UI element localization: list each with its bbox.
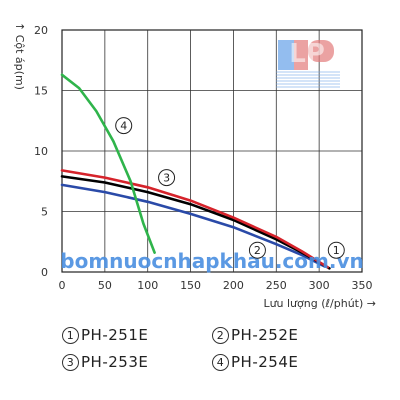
logo-block-left xyxy=(278,40,294,70)
y-tick-label: 15 xyxy=(34,85,48,98)
x-tick-label: 100 xyxy=(137,279,158,292)
legend-model: PH-253E xyxy=(81,353,149,371)
legend-model: PH-251E xyxy=(81,326,149,344)
legend-item-4: 4 PH-254E xyxy=(212,353,298,371)
legend-number: 2 xyxy=(212,327,229,344)
logo-letters: LP xyxy=(289,39,325,69)
series-line-4 xyxy=(60,73,156,254)
x-tick-label: 150 xyxy=(180,279,201,292)
logo-block-right xyxy=(308,40,334,62)
series-line-2 xyxy=(60,183,325,268)
y-tick-label: 5 xyxy=(41,206,48,219)
curve-label-circle-4 xyxy=(115,117,133,135)
curve-label-circle-1 xyxy=(327,241,345,259)
x-tick-label: 200 xyxy=(223,279,244,292)
legend-model: PH-252E xyxy=(231,326,299,344)
x-tick-label: 250 xyxy=(266,279,287,292)
curve-label-1: 1 xyxy=(333,244,340,257)
y-tick-label: 20 xyxy=(34,24,48,37)
y-tick-label: 0 xyxy=(41,266,48,279)
legend-item-2: 2 PH-252E xyxy=(212,326,298,344)
watermark-text: bomnuocnhapkhau.com.vn xyxy=(60,249,363,273)
y-tick-label: 10 xyxy=(34,145,48,158)
curve-label-2: 2 xyxy=(254,244,261,257)
y-axis-label: ↑ Cột áp(m) xyxy=(13,22,26,90)
curve-label-circle-2 xyxy=(248,241,266,259)
legend-model: PH-254E xyxy=(231,353,299,371)
legend-item-1: 1 PH-251E xyxy=(62,326,148,344)
curve-label-4: 4 xyxy=(120,120,127,133)
x-axis-label: Lưu lượng (ℓ/phút) → xyxy=(263,297,376,310)
x-tick-label: 0 xyxy=(59,279,66,292)
curve-label-3: 3 xyxy=(163,172,170,185)
series-line-3 xyxy=(60,169,329,269)
x-tick-label: 350 xyxy=(352,279,373,292)
logo-block-mid xyxy=(294,40,308,70)
legend-number: 1 xyxy=(62,327,79,344)
x-tick-label: 50 xyxy=(98,279,112,292)
x-tick-label: 300 xyxy=(309,279,330,292)
legend-number: 3 xyxy=(62,354,79,371)
legend-item-3: 3 PH-253E xyxy=(62,353,148,371)
curve-label-circle-3 xyxy=(158,169,176,187)
legend-number: 4 xyxy=(212,354,229,371)
